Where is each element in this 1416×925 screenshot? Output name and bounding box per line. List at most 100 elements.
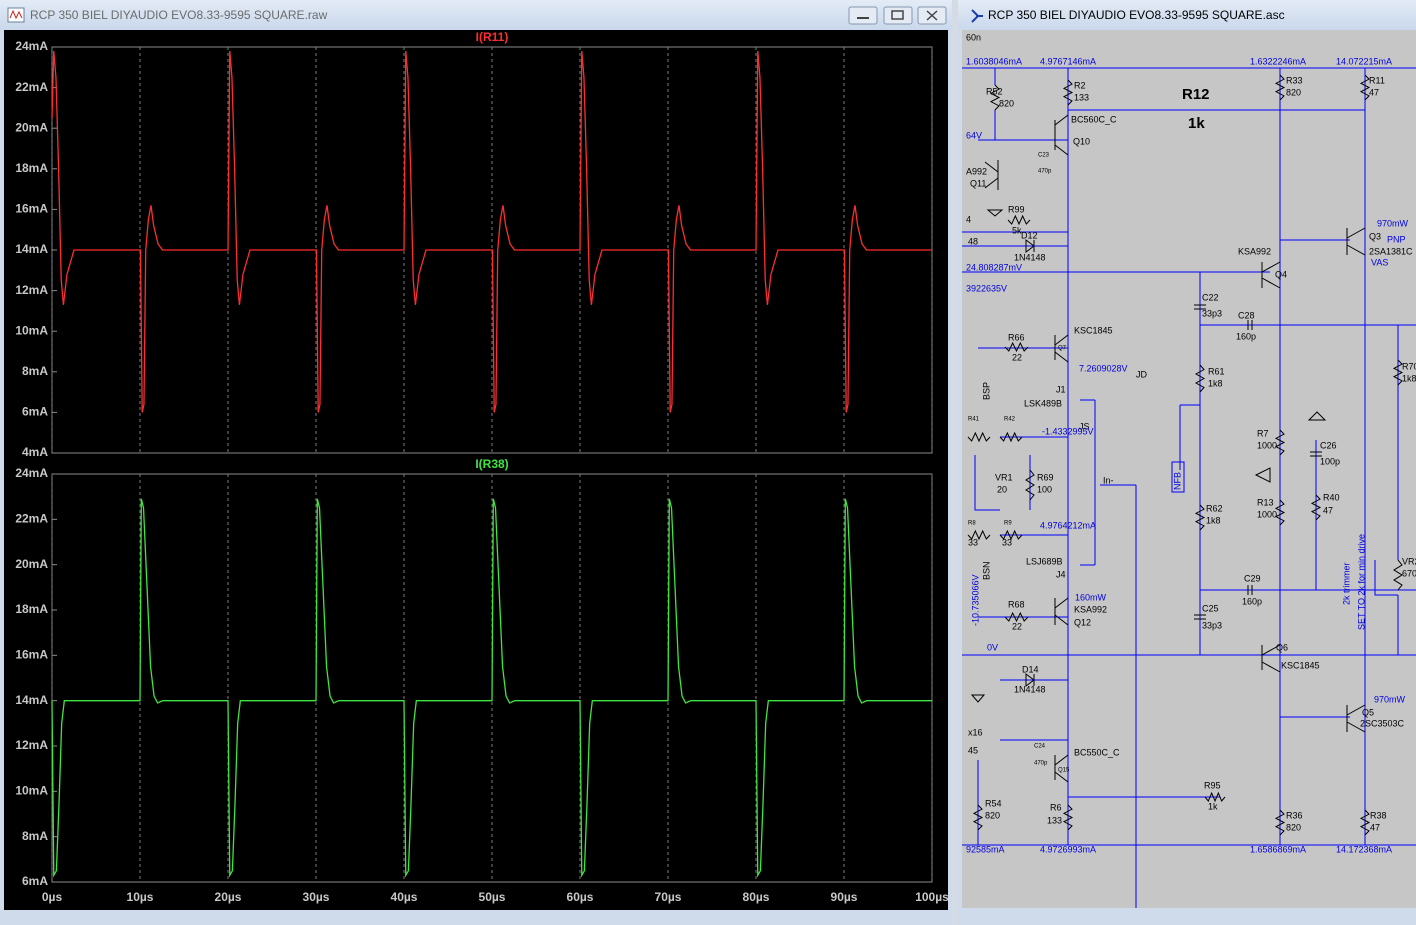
schematic-label: 33 bbox=[1002, 537, 1012, 547]
schematic-label: R8 bbox=[968, 521, 976, 527]
schematic-label: C22 bbox=[1202, 292, 1219, 302]
schematic-label: J4 bbox=[1056, 569, 1066, 579]
schematic-label: BC560C_C bbox=[1071, 114, 1117, 124]
y-tick-label: 12mA bbox=[15, 738, 48, 752]
schematic-label: R68 bbox=[1008, 599, 1025, 609]
schematic-label: In- bbox=[1103, 475, 1114, 485]
schematic-label: R6 bbox=[1050, 802, 1062, 812]
schematic-label: LSK489B bbox=[1024, 398, 1062, 408]
resistor bbox=[1062, 804, 1074, 831]
schematic-label: R9 bbox=[1004, 521, 1012, 527]
schematic-label: 1.6038046mA bbox=[966, 56, 1022, 66]
schematic-label: x16 bbox=[968, 727, 983, 737]
maximize-button[interactable] bbox=[883, 6, 913, 25]
schematic-label: R36 bbox=[1286, 810, 1303, 820]
minimize-button[interactable] bbox=[848, 6, 878, 25]
schematic-label: 47 bbox=[1370, 822, 1380, 832]
trace-name: I(R38) bbox=[475, 457, 508, 471]
resistor bbox=[967, 529, 991, 541]
trace bbox=[51, 498, 932, 878]
schematic-label: NFB bbox=[1172, 472, 1182, 490]
schematic-label: Q11 bbox=[970, 178, 986, 188]
y-tick-label: 22mA bbox=[15, 512, 48, 526]
schematic-label: R69 bbox=[1037, 472, 1054, 482]
schematic-label: 2SC3503C bbox=[1360, 718, 1405, 728]
plot-pane bbox=[4, 30, 948, 910]
schematic-label: C24 bbox=[1034, 744, 1046, 750]
trace-name: I(R11) bbox=[476, 30, 509, 44]
schematic-label: 5k bbox=[1012, 225, 1022, 235]
schematic-label: 160p bbox=[1236, 331, 1256, 341]
schematic-label: 1000 bbox=[1257, 440, 1277, 450]
resistor bbox=[1359, 809, 1371, 836]
schematic-label: 1k8 bbox=[1402, 373, 1416, 383]
resistor bbox=[1007, 214, 1031, 226]
resistor bbox=[989, 84, 1001, 111]
schematic-label: 14.072215mA bbox=[1336, 56, 1392, 66]
schematic-label: C29 bbox=[1244, 573, 1261, 583]
schematic-label: 60n bbox=[966, 32, 981, 42]
resistor bbox=[1194, 364, 1206, 393]
schematic-label: 7.2609028V bbox=[1079, 363, 1128, 373]
schematic-label: 970mW bbox=[1377, 218, 1409, 228]
schematic-label: VR2 bbox=[1402, 556, 1416, 566]
x-tick-label: 40µs bbox=[391, 890, 418, 904]
schematic-label: C25 bbox=[1202, 603, 1219, 613]
components bbox=[967, 74, 1404, 836]
schematic-label: LSJ689B bbox=[1026, 556, 1063, 566]
x-tick-label: 60µs bbox=[567, 890, 594, 904]
schematic-canvas bbox=[962, 30, 1416, 908]
schematic-label: R40 bbox=[1323, 492, 1340, 502]
y-tick-label: 18mA bbox=[15, 161, 48, 175]
maximize-glyph bbox=[891, 10, 904, 20]
schematic-label: JD bbox=[1136, 369, 1148, 379]
schematic-label: KSA992 bbox=[1238, 246, 1271, 256]
schematic-label: R70 bbox=[1402, 361, 1416, 371]
waveform-plots: 4mA 6mA 8mA 10mA 12mA 14mA 16mA 18mA 20mA 22mA 24m… bbox=[15, 30, 949, 904]
schematic-label: R62 bbox=[1206, 503, 1223, 513]
schematic-label: 160p bbox=[1242, 596, 1262, 606]
schematic-label: 1k bbox=[1188, 115, 1205, 132]
y-tick-label: 24mA bbox=[15, 39, 48, 53]
schematic-label: 92585mA bbox=[966, 844, 1005, 854]
schematic-label: 1.6322246mA bbox=[1250, 56, 1306, 66]
schematic-label-clip: 60n 1.6038046mA 4.9767146mA 1.6322246mA 14.0… bbox=[966, 32, 1416, 854]
schematic-label: 22 bbox=[1012, 621, 1022, 631]
schematic-label: 3922635V bbox=[966, 283, 1007, 293]
schematic-label: 4.9726993mA bbox=[1040, 844, 1096, 854]
schematic-label: 64V bbox=[966, 130, 982, 140]
resistor bbox=[1204, 791, 1226, 803]
x-tick-label: 20µs bbox=[215, 890, 242, 904]
resistor bbox=[1274, 74, 1286, 101]
resistor bbox=[1392, 359, 1404, 386]
schematic-label: 1k8 bbox=[1206, 515, 1221, 525]
schematic-label: 45 bbox=[968, 745, 978, 755]
schematic-label: A992 bbox=[966, 166, 987, 176]
schematic bbox=[962, 67, 1416, 908]
x-tick-label: 10µs bbox=[127, 890, 154, 904]
schematic-label: R38 bbox=[1370, 810, 1387, 820]
schematic-label: KSC1845 bbox=[1074, 325, 1113, 335]
schematic-label: R7 bbox=[1257, 428, 1269, 438]
y-tick-label: 20mA bbox=[15, 557, 48, 571]
resistor bbox=[967, 431, 991, 443]
schematic-label: Q5 bbox=[1362, 707, 1374, 717]
nfb-label-box bbox=[1171, 461, 1185, 493]
schematic-label: 33p3 bbox=[1202, 620, 1222, 630]
schematic-label: Q7 bbox=[1058, 346, 1067, 352]
schematic-label: KSA992 bbox=[1074, 604, 1107, 614]
schematic-label: PNP bbox=[1387, 234, 1406, 244]
schematic-label: 100p bbox=[1320, 456, 1340, 466]
schematic-label: 14.172368mA bbox=[1336, 844, 1392, 854]
left-title-bar bbox=[0, 0, 952, 30]
schematic-label: 1k bbox=[1208, 801, 1218, 811]
resistor bbox=[1004, 341, 1029, 353]
y-tick-label: 8mA bbox=[22, 364, 48, 378]
schematic-label: Q6 bbox=[1276, 642, 1288, 652]
schematic-label: 820 bbox=[1286, 87, 1301, 97]
schematic-label: Q12 bbox=[1074, 617, 1091, 627]
schematic-label: 1k8 bbox=[1208, 378, 1223, 388]
schematic-label: R11 bbox=[1369, 75, 1385, 85]
schematic-label: 133 bbox=[1047, 815, 1062, 825]
